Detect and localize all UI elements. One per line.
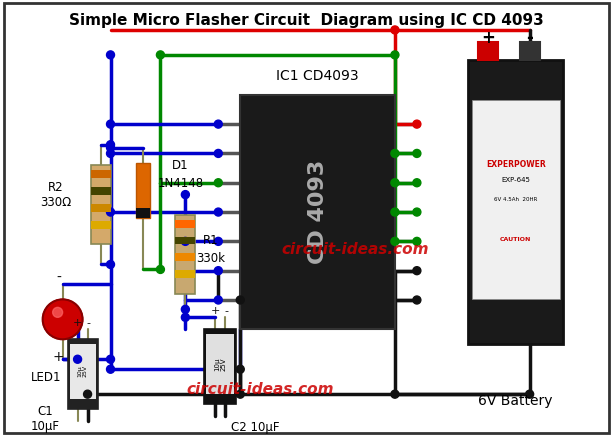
Circle shape [391, 208, 399, 216]
Bar [175, 219, 196, 228]
Text: Simple Micro Flasher Circuit  Diagram using IC CD 4093: Simple Micro Flasher Circuit Diagram usi… [69, 13, 544, 28]
Circle shape [391, 51, 399, 59]
Circle shape [74, 355, 82, 363]
Circle shape [107, 260, 115, 268]
Circle shape [215, 267, 223, 275]
Circle shape [83, 390, 91, 398]
Bar [478, 42, 498, 60]
Bar [91, 187, 110, 194]
Bar [207, 334, 234, 394]
Text: CD 4093: CD 4093 [308, 160, 327, 264]
Bar [70, 344, 96, 399]
Bar [91, 170, 110, 177]
Circle shape [413, 149, 421, 157]
Bar [175, 236, 196, 244]
Text: LED1: LED1 [31, 371, 61, 384]
Bar [91, 204, 110, 212]
Text: circuit-ideas.com: circuit-ideas.com [281, 242, 428, 257]
Bar [91, 221, 110, 229]
Text: 6V 4.5Ah  20HR: 6V 4.5Ah 20HR [494, 197, 538, 202]
Text: circuit-ideas.com: circuit-ideas.com [186, 382, 334, 397]
Text: +: + [73, 318, 82, 328]
Text: +: + [481, 29, 495, 47]
Bar [520, 42, 539, 60]
Text: 10µ
25V: 10µ 25V [214, 357, 227, 371]
Circle shape [236, 390, 244, 398]
Circle shape [107, 144, 115, 152]
Circle shape [391, 237, 399, 245]
Text: -: - [526, 29, 533, 47]
Circle shape [236, 296, 244, 304]
Text: EXP-645: EXP-645 [501, 177, 530, 183]
Text: EXPERPOWER: EXPERPOWER [485, 160, 546, 169]
Bar [175, 215, 196, 295]
Circle shape [236, 365, 244, 373]
Circle shape [391, 149, 399, 157]
Text: -: - [224, 306, 228, 316]
Text: IC1 CD4093: IC1 CD4093 [276, 69, 359, 83]
Text: 6V Battery: 6V Battery [478, 394, 553, 408]
Text: C1
10μF: C1 10μF [31, 405, 60, 433]
Circle shape [107, 355, 115, 363]
Text: CAUTION: CAUTION [500, 237, 531, 242]
Text: R2
330Ω: R2 330Ω [40, 180, 71, 208]
Circle shape [215, 120, 223, 128]
Circle shape [107, 149, 115, 157]
Circle shape [215, 208, 223, 216]
Bar [137, 163, 150, 218]
Text: C2 10μF: C2 10μF [231, 420, 280, 434]
Circle shape [413, 267, 421, 275]
Text: -: - [56, 271, 61, 284]
Bar [204, 329, 236, 404]
Circle shape [413, 208, 421, 216]
Bar [137, 208, 150, 218]
Text: 10µ
25V: 10µ 25V [77, 365, 88, 377]
Circle shape [43, 299, 83, 339]
Circle shape [215, 179, 223, 187]
Text: +: + [211, 306, 220, 316]
Bar [240, 95, 395, 329]
Circle shape [413, 237, 421, 245]
Bar [175, 253, 196, 261]
Text: D1
1N4148: D1 1N4148 [158, 159, 204, 190]
Bar [67, 339, 97, 409]
Circle shape [53, 307, 63, 317]
Circle shape [181, 237, 189, 245]
Bar [175, 271, 196, 278]
Text: +: + [53, 350, 64, 364]
Circle shape [413, 120, 421, 128]
Circle shape [107, 120, 115, 128]
Circle shape [107, 51, 115, 59]
Circle shape [215, 237, 223, 245]
Circle shape [413, 179, 421, 187]
Circle shape [181, 191, 189, 198]
Circle shape [215, 296, 223, 304]
Bar [91, 165, 110, 244]
Circle shape [181, 305, 189, 313]
Circle shape [413, 296, 421, 304]
Circle shape [107, 208, 115, 216]
Circle shape [156, 265, 164, 274]
Bar [468, 60, 563, 344]
Circle shape [526, 390, 534, 398]
Text: -: - [86, 318, 91, 328]
Text: R1
330k: R1 330k [196, 234, 225, 265]
Circle shape [107, 141, 115, 149]
Circle shape [156, 51, 164, 59]
Circle shape [391, 179, 399, 187]
Bar [472, 100, 560, 299]
Circle shape [215, 149, 223, 157]
Circle shape [107, 365, 115, 373]
Circle shape [181, 313, 189, 321]
Circle shape [391, 26, 399, 34]
Circle shape [391, 390, 399, 398]
